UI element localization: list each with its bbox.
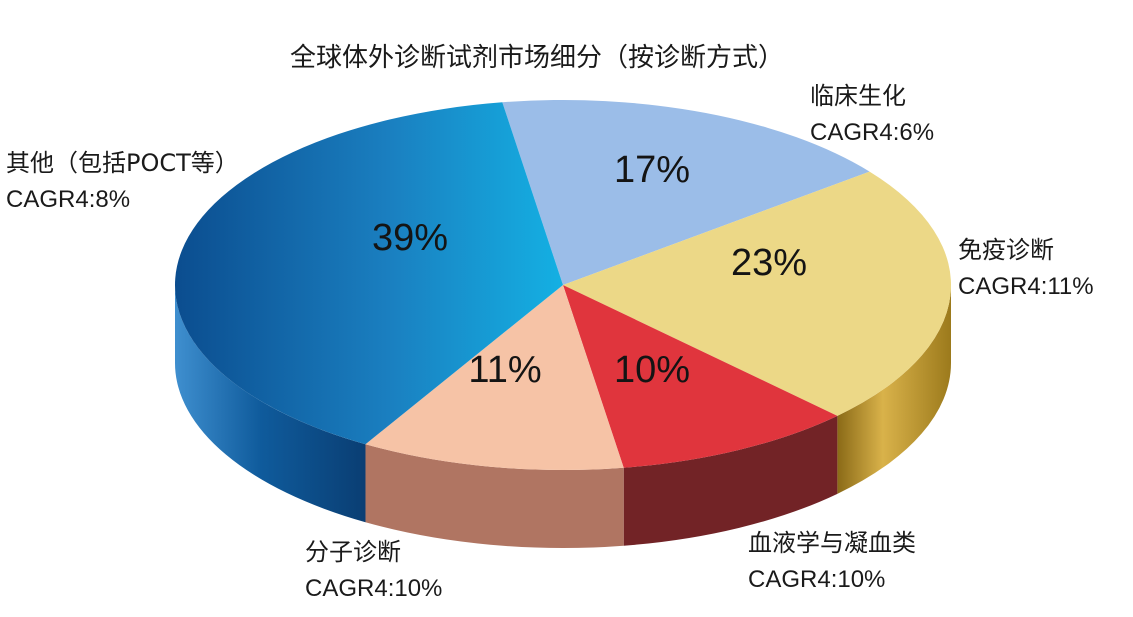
slice-molecular-diagnostics xyxy=(365,285,624,470)
side-wall-immunodiagnostics xyxy=(837,285,951,494)
cagr-label-clinical-chemistry: CAGR4:6% xyxy=(810,119,934,146)
percent-label-molecular-diagnostics: 11% xyxy=(468,349,541,391)
slice-others-poct xyxy=(174,102,563,445)
side-wall-molecular-diagnostics xyxy=(365,444,624,548)
percent-label-hematology-coagulation: 10% xyxy=(614,349,690,391)
cagr-label-molecular-diagnostics: CAGR4:10% xyxy=(305,575,442,602)
percent-label-others-poct: 39% xyxy=(372,217,448,259)
side-wall-others-poct xyxy=(175,285,366,523)
category-label-clinical-chemistry: 临床生化 xyxy=(810,82,906,110)
pie-side-walls xyxy=(175,285,951,548)
category-label-immunodiagnostics: 免疫诊断 xyxy=(958,236,1054,264)
chart-title: 全球体外诊断试剂市场细分（按诊断方式） xyxy=(290,43,784,73)
cagr-label-immunodiagnostics: CAGR4:11% xyxy=(958,273,1094,300)
pie-top-faces xyxy=(174,100,951,470)
slice-clinical-chemistry xyxy=(502,100,870,286)
slice-hematology-coagulation xyxy=(563,285,838,468)
cagr-label-hematology-coagulation: CAGR4:10% xyxy=(748,566,885,593)
percent-label-clinical-chemistry: 17% xyxy=(614,149,690,191)
pie-labels: 17% 23% 10% 11% 39% 临床生化 CAGR4:6% 免疫诊断 CAGR4:11%… xyxy=(6,82,1094,602)
percent-label-immunodiagnostics: 23% xyxy=(731,242,807,284)
category-label-molecular-diagnostics: 分子诊断 xyxy=(305,538,401,566)
category-label-hematology-coagulation: 血液学与凝血类 xyxy=(748,529,916,557)
slice-immunodiagnostics xyxy=(563,171,951,416)
cagr-label-others-poct: CAGR4:8% xyxy=(6,186,130,213)
side-wall-hematology-coagulation xyxy=(623,415,838,546)
category-label-others-poct: 其他（包括POCT等） xyxy=(6,149,239,177)
